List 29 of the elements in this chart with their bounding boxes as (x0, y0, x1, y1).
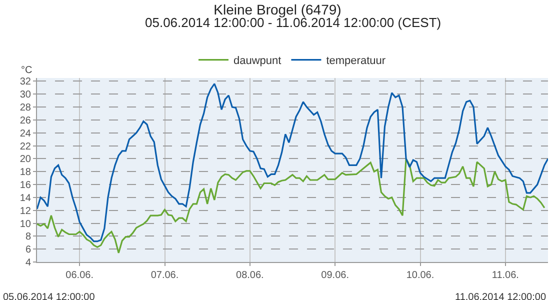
y-tick-label: 28 (20, 102, 32, 114)
x-tick-label: 10.06. (406, 270, 434, 281)
y-tick-label: 18 (20, 167, 32, 178)
y-axis-title: °C (21, 65, 32, 76)
y-tick-label: 10 (20, 218, 32, 230)
y-tick-label: 32 (20, 76, 32, 88)
chart-title: Kleine Brogel (6479) (214, 1, 342, 18)
text: 05.06.2014 12:00:00 (3, 292, 96, 300)
x-tick-label: 09.06. (321, 270, 349, 281)
line-series (37, 158, 546, 254)
y-tick-label: 14 (20, 192, 32, 204)
y-tick-label: 16 (20, 180, 32, 192)
line-series (37, 83, 548, 242)
legend-label: temperatuur (326, 55, 386, 68)
y-tick-label: 30 (20, 90, 32, 101)
y-tick-label: 4 (25, 258, 32, 268)
x-tick-label: 07.06. (150, 270, 179, 281)
x-tick-label: 06.06. (66, 270, 94, 281)
y-tick-label: 22 (20, 141, 32, 152)
y-tick-label: 6 (25, 244, 32, 256)
text: 11.06.2014 12:00:00 (455, 292, 546, 300)
y-tick-label: 8 (25, 232, 32, 243)
y-tick-label: 12 (20, 206, 32, 217)
y-tick-label: 24 (20, 128, 32, 140)
x-tick-label: 08.06. (236, 270, 264, 281)
legend-label: dauwpunt (234, 55, 282, 68)
x-tick-label: 11.06. (492, 270, 519, 281)
y-tick-label: 20 (20, 154, 32, 166)
y-tick-label: 26 (20, 115, 32, 126)
